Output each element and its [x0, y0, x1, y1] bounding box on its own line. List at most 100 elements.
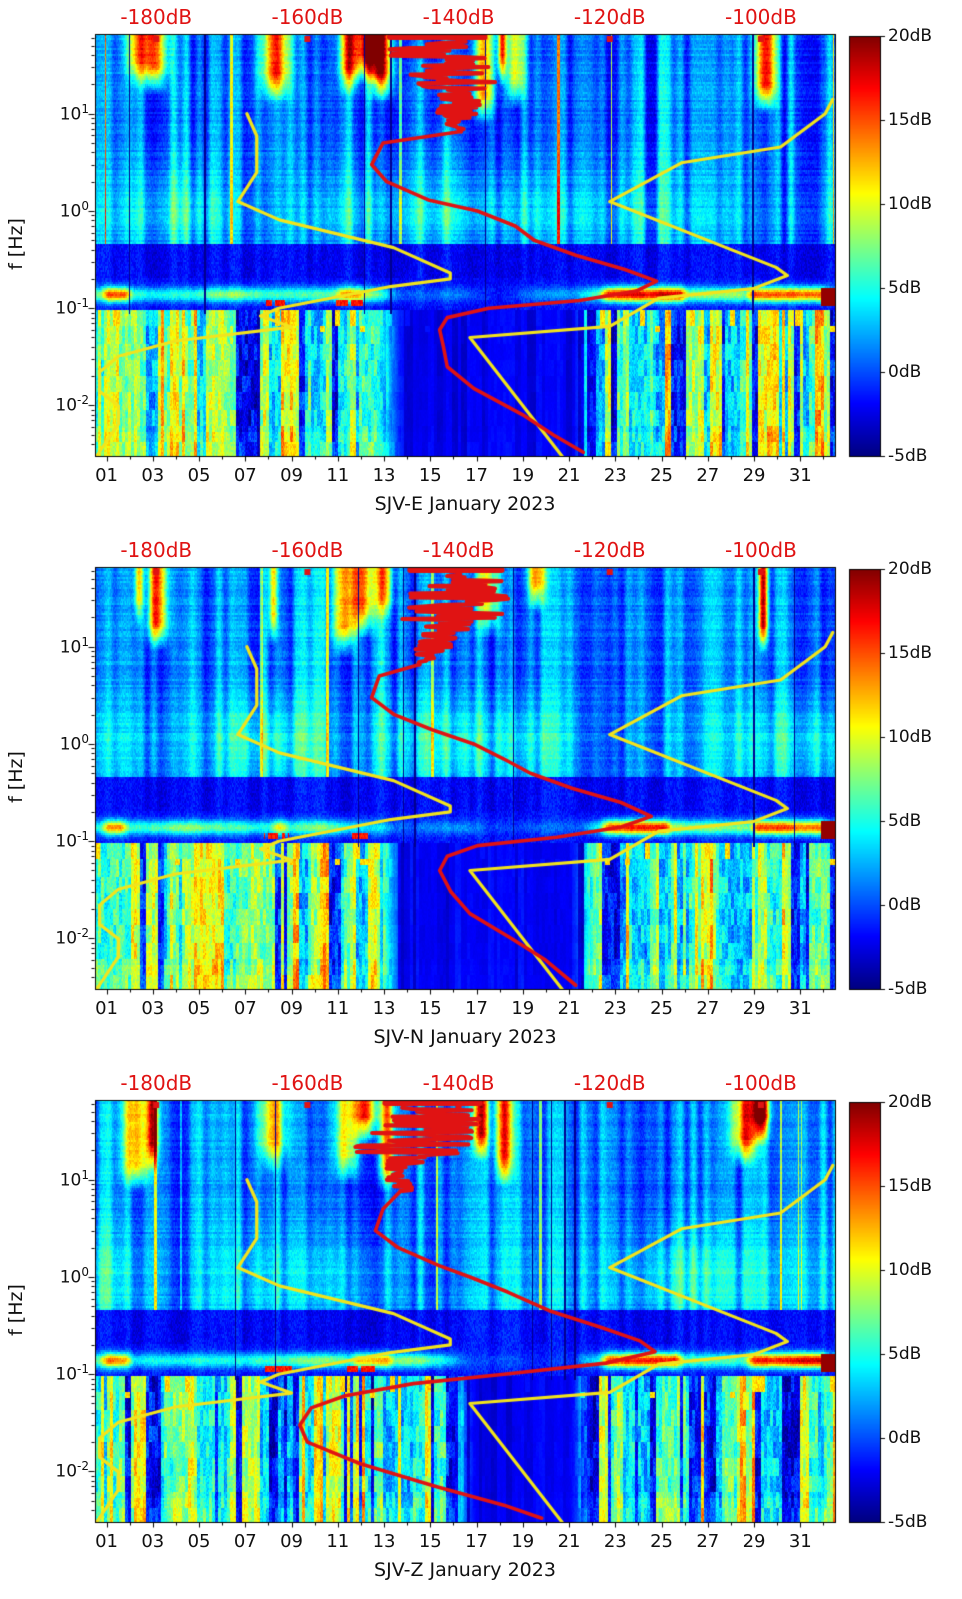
- x-tick-label: 11: [326, 1531, 350, 1552]
- x-tick-label: 17: [465, 465, 489, 486]
- x-tick-label: 31: [788, 998, 812, 1019]
- colorbar-tick-label: 15dB: [888, 110, 933, 130]
- colorbar-tick-label: 10dB: [888, 194, 933, 214]
- y-tick-label: 101: [33, 1168, 89, 1191]
- y-tick-exponent: 1: [81, 634, 89, 649]
- y-axis-label: f [Hz]: [5, 751, 27, 803]
- x-tick-label: 11: [326, 998, 350, 1019]
- top-axis-label: -140dB: [422, 5, 495, 29]
- y-tick-label: 100: [33, 199, 89, 222]
- x-tick-label: 31: [788, 465, 812, 486]
- y-tick-mantissa: 10: [55, 929, 78, 950]
- x-tick-label: 15: [418, 1531, 442, 1552]
- top-axis-label: -160dB: [271, 5, 344, 29]
- y-tick-mantissa: 10: [59, 637, 82, 658]
- y-tick-label: 10-2: [33, 393, 89, 416]
- colorbar-tick-label: -5dB: [888, 446, 928, 466]
- x-tick-label: 01: [95, 1531, 119, 1552]
- colorbar-tick-label: 15dB: [888, 1176, 933, 1196]
- x-tick-label: 01: [95, 998, 119, 1019]
- colorbar-tick-label: 0dB: [888, 895, 922, 915]
- x-tick-label: 03: [141, 465, 165, 486]
- y-tick-exponent: -2: [77, 393, 89, 408]
- y-tick-mantissa: 10: [59, 104, 82, 125]
- y-tick-exponent: -2: [77, 926, 89, 941]
- x-tick-label: 13: [372, 1531, 396, 1552]
- x-tick-label: 27: [696, 998, 720, 1019]
- y-tick-label: 100: [33, 732, 89, 755]
- x-tick-label: 05: [187, 998, 211, 1019]
- y-tick-label: 10-2: [33, 926, 89, 949]
- y-tick-mantissa: 10: [55, 831, 78, 852]
- y-tick-mantissa: 10: [59, 1267, 82, 1288]
- x-tick-label: 09: [280, 465, 304, 486]
- panel-title: SJV-N January 2023: [373, 1026, 557, 1048]
- y-tick-label: 10-1: [33, 829, 89, 852]
- spectrogram-canvas: [0, 533, 962, 1066]
- y-tick-mantissa: 10: [55, 1364, 78, 1385]
- x-tick-label: 03: [141, 998, 165, 1019]
- x-tick-label: 17: [465, 1531, 489, 1552]
- y-tick-label: 101: [33, 102, 89, 125]
- y-tick-exponent: -2: [77, 1459, 89, 1474]
- x-tick-label: 21: [557, 1531, 581, 1552]
- colorbar-tick-label: -5dB: [888, 1512, 928, 1532]
- x-tick-label: 23: [603, 998, 627, 1019]
- y-tick-mantissa: 10: [55, 1462, 78, 1483]
- x-tick-label: 31: [788, 1531, 812, 1552]
- x-tick-label: 05: [187, 1531, 211, 1552]
- x-tick-label: 15: [418, 998, 442, 1019]
- x-tick-label: 29: [742, 1531, 766, 1552]
- y-tick-mantissa: 10: [55, 298, 78, 319]
- x-tick-label: 19: [511, 465, 535, 486]
- y-tick-mantissa: 10: [59, 734, 82, 755]
- top-axis-label: -160dB: [271, 538, 344, 562]
- colorbar-tick-label: 20dB: [888, 1092, 933, 1112]
- x-tick-label: 19: [511, 1531, 535, 1552]
- colorbar-tick-label: 10dB: [888, 727, 933, 747]
- top-axis-label: -180dB: [120, 5, 193, 29]
- top-axis-label: -140dB: [422, 1071, 495, 1095]
- colorbar-tick-label: 10dB: [888, 1260, 933, 1280]
- top-axis-label: -120dB: [573, 5, 646, 29]
- y-tick-exponent: 0: [81, 731, 89, 746]
- y-tick-label: 10-1: [33, 296, 89, 319]
- x-tick-label: 19: [511, 998, 535, 1019]
- x-tick-label: 01: [95, 465, 119, 486]
- spectrogram-panel-sjv-n: -180dB -160dB -140dB -120dB -100dB 01 03 05 07 09…: [0, 533, 962, 1066]
- y-tick-exponent: 1: [81, 101, 89, 116]
- x-tick-label: 11: [326, 465, 350, 486]
- x-tick-label: 03: [141, 1531, 165, 1552]
- spectrogram-canvas: [0, 1066, 962, 1599]
- y-tick-label: 10-1: [33, 1362, 89, 1385]
- x-tick-label: 29: [742, 998, 766, 1019]
- x-tick-label: 09: [280, 1531, 304, 1552]
- x-tick-label: 13: [372, 465, 396, 486]
- panel-title: SJV-E January 2023: [374, 493, 556, 515]
- y-tick-mantissa: 10: [55, 396, 78, 417]
- colorbar-tick-label: 0dB: [888, 1428, 922, 1448]
- x-tick-label: 09: [280, 998, 304, 1019]
- panel-title: SJV-Z January 2023: [374, 1559, 556, 1581]
- colorbar-tick-label: 5dB: [888, 811, 922, 831]
- spectrogram-canvas: [0, 0, 962, 533]
- x-tick-label: 07: [233, 1531, 257, 1552]
- x-tick-label: 27: [696, 1531, 720, 1552]
- y-axis-label: f [Hz]: [5, 1284, 27, 1336]
- top-axis-label: -180dB: [120, 1071, 193, 1095]
- colorbar-tick-label: 20dB: [888, 26, 933, 46]
- x-tick-label: 07: [233, 465, 257, 486]
- top-axis-label: -160dB: [271, 1071, 344, 1095]
- colorbar-tick-label: 0dB: [888, 362, 922, 382]
- x-tick-label: 15: [418, 465, 442, 486]
- y-tick-exponent: -1: [77, 829, 89, 844]
- top-axis-label: -180dB: [120, 538, 193, 562]
- x-tick-label: 21: [557, 465, 581, 486]
- top-axis-label: -100dB: [725, 538, 797, 562]
- y-tick-exponent: 0: [81, 198, 89, 213]
- x-tick-label: 07: [233, 998, 257, 1019]
- y-axis-label: f [Hz]: [5, 218, 27, 270]
- x-tick-label: 25: [650, 465, 674, 486]
- y-tick-label: 10-2: [33, 1459, 89, 1482]
